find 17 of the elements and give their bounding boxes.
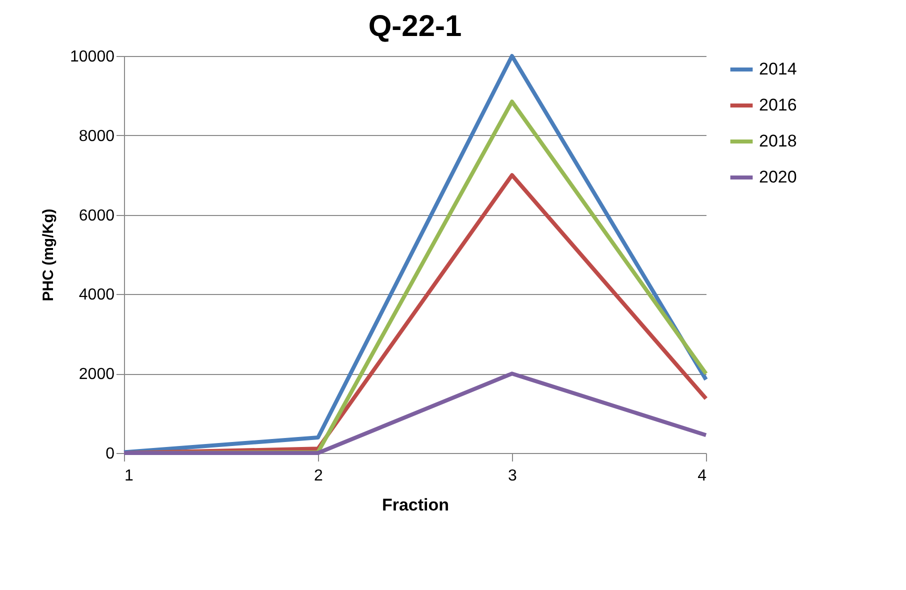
x-tick-label: 4 xyxy=(698,468,707,484)
y-tick-label: 0 xyxy=(106,446,115,462)
y-tick-label: 4000 xyxy=(78,286,115,304)
legend-label: 2016 xyxy=(759,96,797,114)
legend-label: 2018 xyxy=(759,132,797,150)
x-tick-label: 1 xyxy=(124,468,134,484)
y-tick-label: 8000 xyxy=(78,128,115,145)
chart-title: Q-22-1 xyxy=(368,10,462,43)
legend-label: 2020 xyxy=(759,168,797,186)
x-axis-title: Fraction xyxy=(382,496,450,514)
legend-label: 2014 xyxy=(759,60,797,78)
x-tick-label: 2 xyxy=(314,468,324,484)
y-tick-label: 6000 xyxy=(78,207,115,224)
x-tick-label: 3 xyxy=(508,468,518,484)
y-axis-title: PHC (mg/Kg) xyxy=(40,208,58,302)
y-tick-label: 10000 xyxy=(70,48,115,66)
y-tick-label: 2000 xyxy=(78,366,115,384)
